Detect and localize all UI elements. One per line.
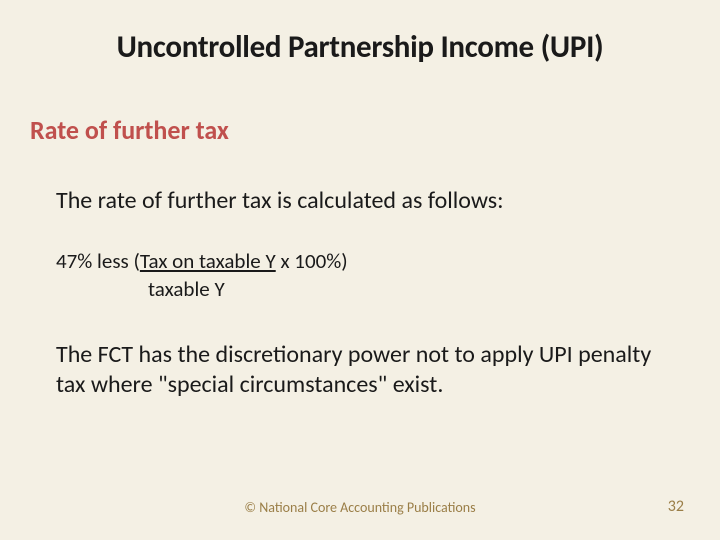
formula-suffix: x 100%) [276,248,348,274]
formula-line-1: 47% less (Tax on taxable Y x 100%) [56,247,684,275]
formula-block: 47% less (Tax on taxable Y x 100%) taxab… [56,247,684,304]
note-text: The FCT has the discretionary power not … [56,340,672,400]
formula-denominator: taxable Y [148,275,684,303]
formula-numerator: Tax on taxable Y [140,248,276,274]
formula-prefix: 47% less ( [56,248,140,274]
page-number: 32 [668,497,684,516]
slide-title: Uncontrolled Partnership Income (UPI) [36,28,684,66]
subheading-rate: Rate of further tax [30,114,684,146]
intro-text: The rate of further tax is calculated as… [56,186,684,215]
footer-copyright: © National Core Accounting Publications [0,499,720,516]
